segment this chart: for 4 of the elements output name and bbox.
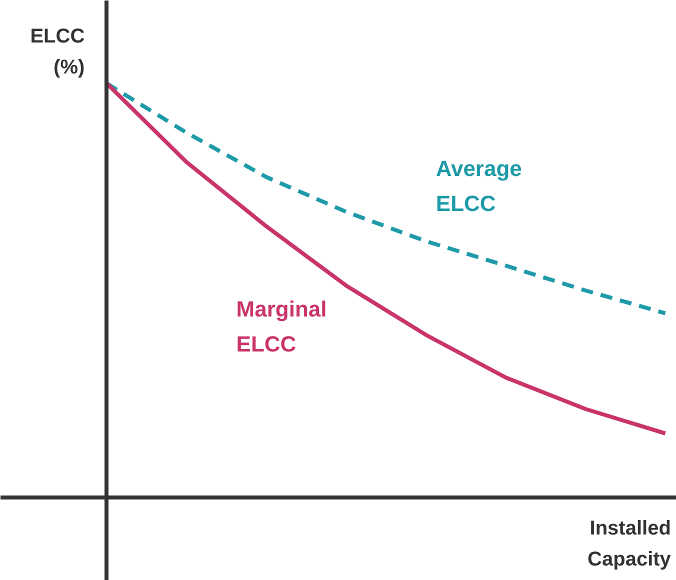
y-axis-title: ELCC (%) xyxy=(30,26,85,78)
series-label: Average ELCC xyxy=(436,156,522,216)
series-label: Marginal ELCC xyxy=(236,296,327,356)
x-axis-title: Installed Capacity xyxy=(588,518,672,570)
